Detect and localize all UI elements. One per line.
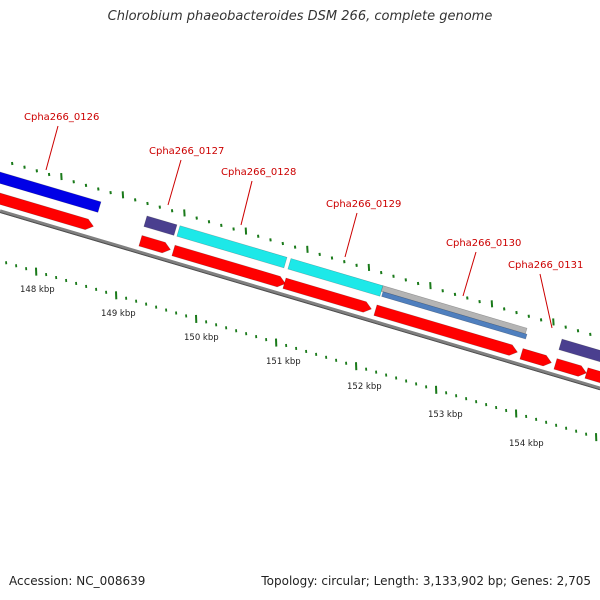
cds-arrow-0128 xyxy=(171,244,286,288)
cds-arrow-0131b xyxy=(553,358,587,377)
ruler-tick-marks xyxy=(5,261,598,442)
gene-leader-line xyxy=(462,251,477,297)
feature-cpha266-0130-lower xyxy=(381,291,528,340)
cds-arrow-0127 xyxy=(138,235,171,254)
gene-label: Cpha266_0128 xyxy=(221,167,296,178)
ruler-label: 151 kbp xyxy=(266,357,301,367)
ruler-label: 154 kbp xyxy=(509,439,544,449)
backbone xyxy=(0,209,600,391)
gene-leader-line xyxy=(167,159,182,206)
ruler-label: 153 kbp xyxy=(428,410,463,420)
outer-tick-marks xyxy=(11,161,592,337)
gene-leader-line xyxy=(344,212,358,258)
genome-summary-text: Topology: circular; Length: 3,133,902 bp… xyxy=(261,574,591,588)
gene-labels: Cpha266_0126 Cpha266_0127 Cpha266_0128 Cpha… xyxy=(24,112,583,329)
feature-cpha266-0127 xyxy=(143,215,178,236)
accession-text: Accession: NC_008639 xyxy=(9,574,146,588)
feature-cpha266-0126 xyxy=(0,171,102,213)
ruler-label: 148 kbp xyxy=(20,285,55,295)
gene-leader-line xyxy=(45,125,59,171)
backbone-line xyxy=(0,209,600,390)
cds-arrow-0129 xyxy=(282,277,372,313)
ruler-label: 152 kbp xyxy=(347,382,382,392)
feature-cpha266-0128 xyxy=(176,225,288,269)
map-title: Chlorobium phaeobacteroides DSM 266, com… xyxy=(107,9,493,24)
ruler-labels: 148 kbp 149 kbp 150 kbp 151 kbp 152 kbp 153 k… xyxy=(20,285,544,449)
ruler-label: 149 kbp xyxy=(101,309,136,319)
gene-label: Cpha266_0127 xyxy=(149,146,224,157)
gene-leader-line xyxy=(539,273,553,329)
gene-label: Cpha266_0126 xyxy=(24,112,99,123)
cds-arrow-0126 xyxy=(0,192,94,230)
gene-leader-line xyxy=(240,180,253,226)
cds-arrow-0131a xyxy=(519,348,552,367)
gene-label: Cpha266_0129 xyxy=(326,199,401,210)
feature-cpha266-0129 xyxy=(287,258,384,297)
backbone-edge xyxy=(0,212,600,391)
feature-bars xyxy=(0,171,600,384)
ruler-label: 150 kbp xyxy=(184,333,219,343)
cds-arrow-0130 xyxy=(373,304,518,356)
gene-label: Cpha266_0130 xyxy=(446,238,521,249)
gene-label: Cpha266_0131 xyxy=(508,260,583,271)
cds-arrow-0132 xyxy=(584,367,600,384)
feature-cpha266-0131 xyxy=(558,338,600,363)
